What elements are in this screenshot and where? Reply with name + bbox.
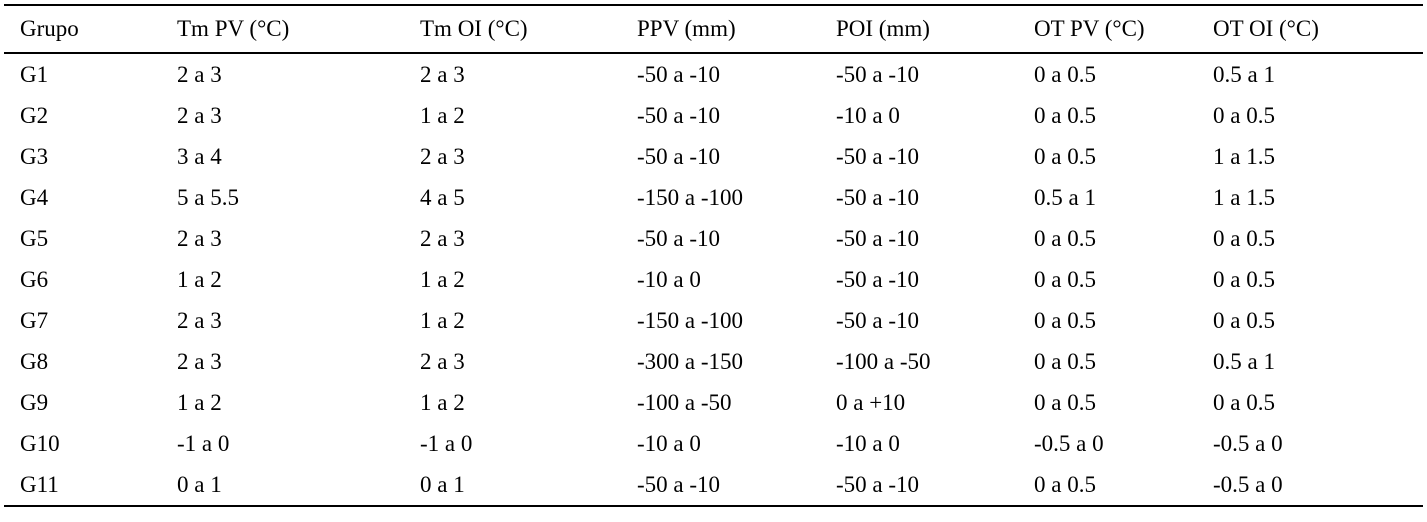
cell-tm-pv: 3 a 4 <box>177 143 222 169</box>
cell-poi: -10 a 0 <box>836 430 900 456</box>
cell-ppv: -300 a -150 <box>637 348 744 374</box>
cell-poi: -50 a -10 <box>836 61 920 87</box>
cell-group: G8 <box>20 348 49 374</box>
table-row: G3 3 a 4 2 a 3 -50 a -10 -50 a -10 0 a 0… <box>4 136 1423 177</box>
cell-tm-pv: -1 a 0 <box>177 430 230 456</box>
table-row: G2 2 a 3 1 a 2 -50 a -10 -10 a 0 0 a 0.5… <box>4 95 1423 136</box>
table-row: G4 5 a 5.5 4 a 5 -150 a -100 -50 a -10 0… <box>4 177 1423 218</box>
cell-ot-oi: -0.5 a 0 <box>1213 471 1283 497</box>
cell-group: G1 <box>20 61 49 87</box>
cell-poi: -10 a 0 <box>836 102 900 128</box>
cell-group: G10 <box>20 430 60 456</box>
cell-ot-pv: 0 a 0.5 <box>1034 266 1096 292</box>
table-row: G8 2 a 3 2 a 3 -300 a -150 -100 a -50 0 … <box>4 341 1423 382</box>
cell-ot-oi: 0 a 0.5 <box>1213 102 1275 128</box>
cell-group: G3 <box>20 143 49 169</box>
cell-group: G6 <box>20 266 49 292</box>
cell-ppv: -150 a -100 <box>637 307 744 333</box>
cell-tm-pv: 2 a 3 <box>177 61 222 87</box>
table-row: G9 1 a 2 1 a 2 -100 a -50 0 a +10 0 a 0.… <box>4 382 1423 423</box>
cell-ot-oi: 0.5 a 1 <box>1213 61 1275 87</box>
cell-tm-pv: 1 a 2 <box>177 389 222 415</box>
cell-ppv: -50 a -10 <box>637 143 721 169</box>
cell-poi: -50 a -10 <box>836 143 920 169</box>
column-header-tm-oi: Tm OI (°C) <box>420 5 637 54</box>
cell-ot-oi: 0 a 0.5 <box>1213 389 1275 415</box>
cell-ot-pv: 0 a 0.5 <box>1034 143 1096 169</box>
cell-tm-oi: 1 a 2 <box>420 102 465 128</box>
cell-poi: -50 a -10 <box>836 225 920 251</box>
cell-tm-pv: 1 a 2 <box>177 266 222 292</box>
cell-tm-oi: 2 a 3 <box>420 61 465 87</box>
cell-tm-oi: 0 a 1 <box>420 471 465 497</box>
table-row: G11 0 a 1 0 a 1 -50 a -10 -50 a -10 0 a … <box>4 464 1423 506</box>
cell-tm-oi: 2 a 3 <box>420 225 465 251</box>
cell-ot-pv: 0 a 0.5 <box>1034 225 1096 251</box>
cell-ppv: -100 a -50 <box>637 389 732 415</box>
column-header-tm-pv: Tm PV (°C) <box>177 5 420 54</box>
cell-poi: -50 a -10 <box>836 266 920 292</box>
table-row: G1 2 a 3 2 a 3 -50 a -10 -50 a -10 0 a 0… <box>4 53 1423 95</box>
cell-group: G9 <box>20 389 49 415</box>
cell-ppv: -50 a -10 <box>637 471 721 497</box>
cell-ppv: -10 a 0 <box>637 266 701 292</box>
table-row: G6 1 a 2 1 a 2 -10 a 0 -50 a -10 0 a 0.5… <box>4 259 1423 300</box>
cell-ot-pv: 0 a 0.5 <box>1034 348 1096 374</box>
cell-tm-oi: 4 a 5 <box>420 184 465 210</box>
cell-ot-pv: -0.5 a 0 <box>1034 430 1104 456</box>
cell-poi: -50 a -10 <box>836 471 920 497</box>
cell-ot-oi: 0.5 a 1 <box>1213 348 1275 374</box>
cell-group: G7 <box>20 307 49 333</box>
cell-ot-oi: 0 a 0.5 <box>1213 266 1275 292</box>
cell-group: G4 <box>20 184 49 210</box>
header-row: Grupo Tm PV (°C) Tm OI (°C) PPV (mm) POI… <box>4 5 1423 54</box>
cell-ot-pv: 0 a 0.5 <box>1034 102 1096 128</box>
cell-tm-oi: -1 a 0 <box>420 430 473 456</box>
cell-ot-oi: 0 a 0.5 <box>1213 225 1275 251</box>
groups-data-table: Grupo Tm PV (°C) Tm OI (°C) PPV (mm) POI… <box>4 4 1423 507</box>
cell-group: G5 <box>20 225 49 251</box>
table-row: G7 2 a 3 1 a 2 -150 a -100 -50 a -10 0 a… <box>4 300 1423 341</box>
cell-ppv: -10 a 0 <box>637 430 701 456</box>
cell-ot-pv: 0 a 0.5 <box>1034 471 1096 497</box>
cell-tm-pv: 0 a 1 <box>177 471 222 497</box>
cell-poi: -50 a -10 <box>836 184 920 210</box>
cell-ot-oi: 0 a 0.5 <box>1213 307 1275 333</box>
cell-tm-pv: 2 a 3 <box>177 225 222 251</box>
cell-ot-oi: 1 a 1.5 <box>1213 184 1275 210</box>
cell-tm-pv: 2 a 3 <box>177 348 222 374</box>
cell-ppv: -50 a -10 <box>637 225 721 251</box>
cell-group: G2 <box>20 102 49 128</box>
cell-group: G11 <box>20 471 59 497</box>
cell-ppv: -150 a -100 <box>637 184 744 210</box>
cell-ot-pv: 0 a 0.5 <box>1034 389 1096 415</box>
cell-ppv: -50 a -10 <box>637 61 721 87</box>
cell-ot-oi: 1 a 1.5 <box>1213 143 1275 169</box>
cell-poi: -50 a -10 <box>836 307 920 333</box>
column-header-ot-oi: OT OI (°C) <box>1213 5 1423 54</box>
cell-ot-pv: 0 a 0.5 <box>1034 61 1096 87</box>
cell-poi: 0 a +10 <box>836 389 906 415</box>
column-header-ot-pv: OT PV (°C) <box>1034 5 1213 54</box>
cell-tm-oi: 1 a 2 <box>420 266 465 292</box>
cell-ot-pv: 0 a 0.5 <box>1034 307 1096 333</box>
cell-poi: -100 a -50 <box>836 348 931 374</box>
column-header-grupo: Grupo <box>4 5 177 54</box>
cell-tm-oi: 1 a 2 <box>420 307 465 333</box>
column-header-ppv: PPV (mm) <box>637 5 836 54</box>
table-row: G5 2 a 3 2 a 3 -50 a -10 -50 a -10 0 a 0… <box>4 218 1423 259</box>
cell-tm-pv: 5 a 5.5 <box>177 184 239 210</box>
cell-tm-pv: 2 a 3 <box>177 102 222 128</box>
cell-tm-oi: 2 a 3 <box>420 348 465 374</box>
column-header-poi: POI (mm) <box>836 5 1034 54</box>
cell-ppv: -50 a -10 <box>637 102 721 128</box>
cell-ot-pv: 0.5 a 1 <box>1034 184 1096 210</box>
table-row: G10 -1 a 0 -1 a 0 -10 a 0 -10 a 0 -0.5 a… <box>4 423 1423 464</box>
cell-ot-oi: -0.5 a 0 <box>1213 430 1283 456</box>
cell-tm-oi: 2 a 3 <box>420 143 465 169</box>
cell-tm-pv: 2 a 3 <box>177 307 222 333</box>
cell-tm-oi: 1 a 2 <box>420 389 465 415</box>
